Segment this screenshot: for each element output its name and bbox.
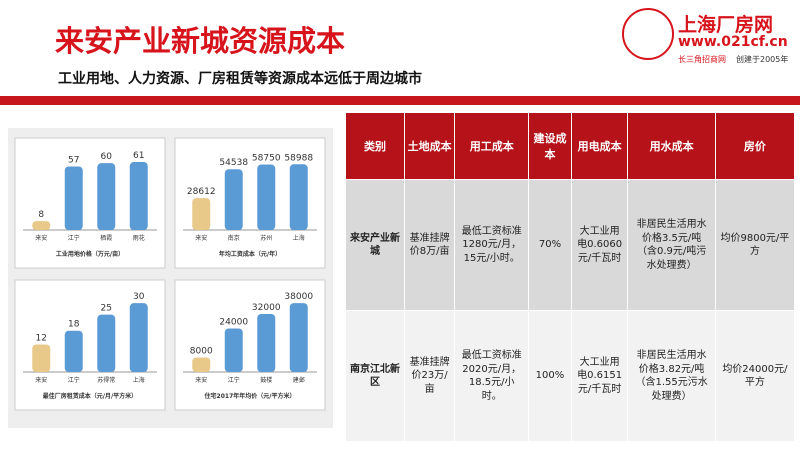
bar: [32, 221, 51, 230]
bar: [257, 313, 276, 372]
category-label: 上海: [133, 376, 145, 384]
table-cell: 最低工资标准2020元/月，18.5元/小时。: [454, 310, 530, 442]
value-label: 28612: [187, 187, 216, 197]
table-cell: 基准挂牌价23万/亩: [403, 310, 456, 442]
category-label: 建邺: [293, 376, 305, 384]
table-cell: 最低工资标准1280元/月，15元/小时。: [454, 179, 530, 311]
logo-seal: [622, 8, 674, 60]
value-label: 38000: [284, 292, 313, 302]
category-label: 来安: [35, 376, 47, 384]
table-row: 南京江北新区 基准挂牌价23万/亩 最低工资标准2020元/月，18.5元/小时。 1…: [345, 310, 796, 442]
bar: [224, 169, 243, 230]
subtitle: 工业用地、人力资源、厂房租赁等资源成本远低于周边城市: [58, 71, 422, 87]
chart-caption: 工业用地价格（万元/亩）: [56, 250, 124, 258]
category-label: 来安: [195, 376, 207, 384]
table-cell: 均价24000元/平方: [714, 310, 796, 442]
table-cell: 南京江北新区: [345, 310, 405, 442]
category-label: 雨花: [133, 234, 145, 242]
header-cell: 土地成本: [403, 112, 456, 180]
header-cell: 类别: [345, 112, 405, 180]
table-cell: 100%: [528, 310, 572, 442]
table-cell: 基准挂牌价8万/亩: [403, 179, 456, 311]
bar: [224, 328, 243, 372]
logo-name: 上海厂房网: [678, 14, 774, 36]
bar: [289, 303, 308, 372]
bar: [129, 303, 148, 372]
table-cell: 非居民生活用水价格3.82元/吨（含1.55元污水处理费）: [627, 310, 716, 442]
header-cell: 用电成本: [570, 112, 629, 180]
logo-url: www.021cf.cn: [678, 34, 788, 50]
value-label: 25: [101, 304, 112, 314]
table-cell: 70%: [528, 179, 572, 311]
stripe: [0, 96, 800, 105]
logo-founded: 创建于2005年: [736, 55, 789, 64]
bar: [97, 314, 116, 372]
category-label: 苏得常: [97, 376, 115, 384]
bar: [257, 164, 276, 230]
bar: [129, 162, 148, 230]
header-cell: 用水成本: [627, 112, 716, 180]
category-label: 来安: [195, 234, 207, 242]
header-cell: 房价: [714, 112, 796, 180]
category-label: 鼓楼: [260, 376, 272, 384]
logo-tagline: 长三角招商网: [678, 55, 726, 64]
value-label: 18: [68, 320, 80, 330]
category-label: 江宁: [68, 234, 80, 242]
value-label: 30: [133, 292, 145, 302]
chart-caption: 年均工资成本（元/年）: [219, 250, 281, 258]
bar: [32, 344, 51, 372]
cost-table: 类别 土地成本 用工成本 建设成本 用电成本 用水成本 房价 来安产业新城 基准挂牌价8万/亩最…: [345, 112, 796, 442]
value-label: 61: [133, 151, 144, 161]
bar: [192, 198, 211, 230]
category-label: 来安: [35, 234, 47, 242]
value-label: 58988: [284, 153, 313, 163]
title: 来安产业新城资源成本: [55, 24, 346, 58]
value-label: 57: [68, 155, 79, 165]
category-label: 江宁: [228, 376, 240, 384]
value-label: 58750: [252, 154, 281, 164]
bar: [97, 163, 116, 230]
value-label: 60: [101, 152, 113, 162]
value-label: 8: [38, 210, 44, 220]
table-cell: 非居民生活用水价格3.5元/吨（含0.9元/吨污水处理费）: [627, 179, 716, 311]
bar: [64, 330, 83, 372]
header-cell: 用工成本: [454, 112, 530, 180]
category-label: 江宁: [68, 376, 80, 384]
chart-caption: 最佳厂房租赁成本（元/月/平方米）: [43, 392, 137, 400]
table-row: 来安产业新城 基准挂牌价8万/亩 最低工资标准1280元/月，15元/小时。 70% 大…: [345, 179, 796, 311]
table-cell: 大工业用电0.6151元/千瓦时: [570, 310, 629, 442]
header-cell: 建设成本: [528, 112, 572, 180]
bar: [289, 164, 308, 230]
category-label: 苏州: [260, 234, 272, 242]
value-label: 54538: [219, 158, 248, 168]
bar: [192, 357, 211, 372]
value-label: 32000: [252, 303, 281, 313]
value-label: 8000: [190, 346, 213, 356]
category-label: 栖霞: [100, 234, 112, 242]
table-cell: 均价9800元/平方: [714, 179, 796, 311]
category-label: 南京: [228, 234, 240, 242]
category-label: 上海: [293, 234, 305, 242]
table-cell: 大工业用电0.6060元/千瓦时: [570, 179, 629, 311]
value-label: 12: [36, 333, 47, 343]
chart-caption: 住宅2017年年均价（元/平方米）: [205, 392, 296, 400]
value-label: 24000: [219, 317, 248, 327]
bar: [64, 166, 83, 230]
header-row: 类别 土地成本 用工成本 建设成本 用电成本 用水成本 房价: [345, 112, 796, 180]
table-cell: 来安产业新城: [345, 179, 405, 311]
logo: 上海厂房网 www.021cf.cn 长三角招商网 创建于2005年: [618, 8, 798, 68]
